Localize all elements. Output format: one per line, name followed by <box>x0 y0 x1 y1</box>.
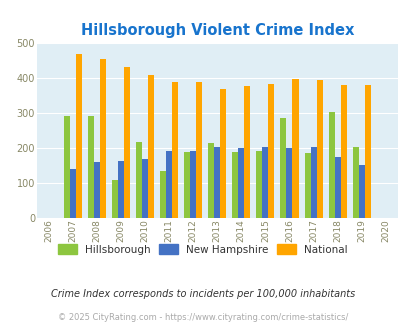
Bar <box>238 148 244 218</box>
Bar <box>160 171 166 218</box>
Bar <box>286 148 292 218</box>
Bar <box>232 152 238 218</box>
Bar <box>316 80 322 218</box>
Bar <box>268 84 274 218</box>
Bar <box>208 143 214 218</box>
Bar <box>214 147 220 218</box>
Bar <box>196 82 202 218</box>
Bar <box>358 165 364 218</box>
Bar <box>142 159 147 218</box>
Bar <box>262 147 268 218</box>
Bar <box>190 151 196 218</box>
Bar <box>124 67 130 218</box>
Text: Crime Index corresponds to incidents per 100,000 inhabitants: Crime Index corresponds to incidents per… <box>51 289 354 299</box>
Text: © 2025 CityRating.com - https://www.cityrating.com/crime-statistics/: © 2025 CityRating.com - https://www.city… <box>58 313 347 322</box>
Bar <box>256 151 262 218</box>
Bar <box>75 54 81 218</box>
Bar <box>117 161 124 218</box>
Bar <box>310 147 316 218</box>
Bar <box>64 115 70 218</box>
Bar <box>364 85 370 218</box>
Bar <box>87 116 94 218</box>
Bar <box>70 169 75 218</box>
Bar <box>172 82 178 218</box>
Bar <box>334 157 340 218</box>
Bar <box>111 180 117 218</box>
Bar <box>100 59 106 218</box>
Bar <box>147 76 153 218</box>
Bar <box>280 118 286 218</box>
Bar <box>136 142 142 218</box>
Bar <box>220 89 226 218</box>
Bar <box>340 84 346 218</box>
Title: Hillsborough Violent Crime Index: Hillsborough Violent Crime Index <box>80 22 353 38</box>
Bar <box>328 112 334 218</box>
Legend: Hillsborough, New Hampshire, National: Hillsborough, New Hampshire, National <box>54 240 351 259</box>
Bar <box>292 79 298 218</box>
Bar <box>352 147 358 218</box>
Bar <box>166 151 172 218</box>
Bar <box>304 153 310 218</box>
Bar <box>183 152 190 218</box>
Bar <box>94 162 100 218</box>
Bar <box>244 86 250 218</box>
